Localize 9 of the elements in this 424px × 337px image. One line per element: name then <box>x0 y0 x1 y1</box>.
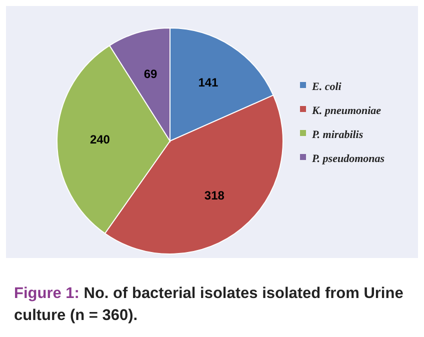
legend-label: K. pneumoniae <box>311 104 382 117</box>
text: Figure 1: No. of bacterial isolates isolated from Urine culture (n = 360). <box>14 285 404 324</box>
data-label: 141 <box>198 75 219 90</box>
legend-label: P. mirabilis <box>312 128 364 141</box>
legend-label: P. pseudomonas <box>312 152 385 165</box>
data-label: 318 <box>204 188 225 202</box>
data-label: 240 <box>90 132 110 146</box>
legend-label: E. coli <box>311 80 342 93</box>
data-label: 69 <box>144 66 158 81</box>
